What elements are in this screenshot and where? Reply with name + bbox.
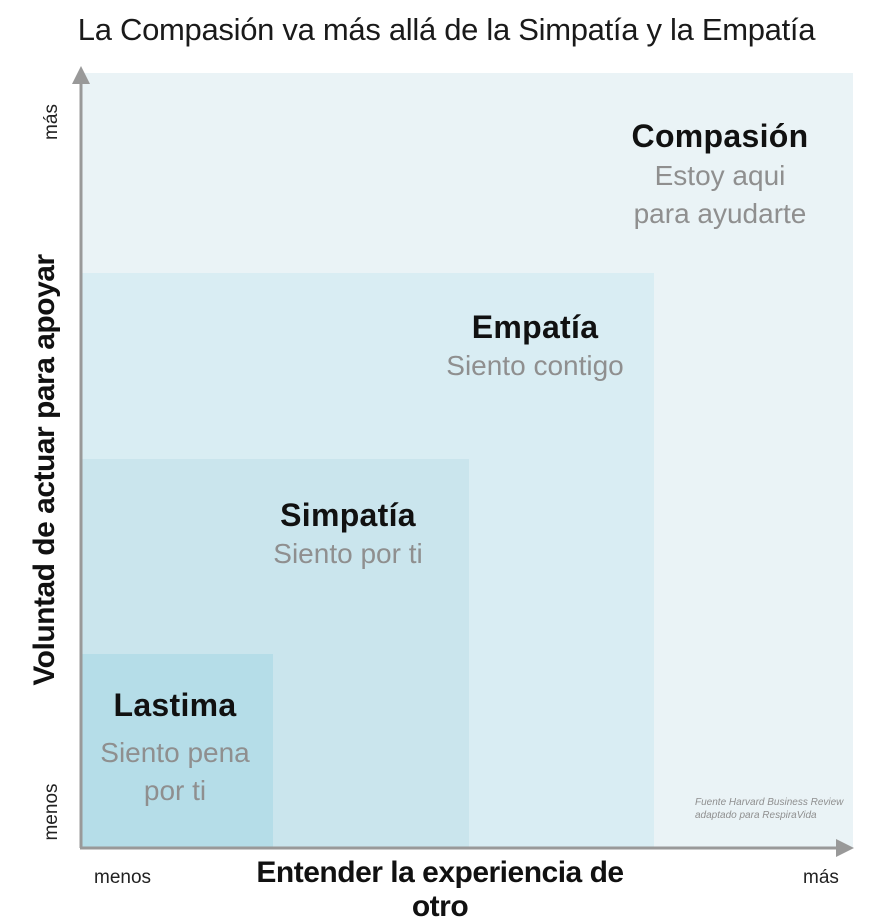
y-axis-high-tick: más [41, 104, 62, 140]
empatia-description-line: Siento contigo [446, 350, 624, 381]
lastima-description: Siento pena por ti [82, 734, 268, 810]
compasion-label: Compasión [631, 118, 809, 154]
y-axis-low-tick: menos [41, 783, 62, 841]
compasion-description-line: para ayudarte [633, 198, 807, 229]
x-axis-low-tick: menos [94, 867, 152, 888]
x-axis-arrow [836, 839, 854, 857]
simpatia-description-line: Siento por ti [273, 538, 423, 569]
compasion-description: Estoy aqui para ayudarte [600, 157, 840, 233]
source-line: Fuente Harvard Business Review [695, 797, 844, 808]
empatia-description: Siento contigo [420, 347, 650, 385]
source-line: adaptado para RespiraVida [695, 810, 817, 821]
y-axis-label: Voluntad de actuar para apoyar [28, 254, 61, 686]
y-axis-arrow [72, 66, 90, 84]
lastima-description-line: Siento pena [100, 737, 250, 768]
empatia-label: Empatía [471, 309, 599, 345]
lastima-label: Lastima [113, 687, 237, 723]
diagram-title: La Compasión va más allá de la Simpatía … [77, 12, 816, 47]
compasion-description-line: Estoy aqui [654, 160, 786, 191]
lastima-region [82, 654, 273, 848]
x-axis-label: Entender la experiencia de otro [256, 856, 624, 923]
lastima-description-line: por ti [143, 775, 207, 806]
source-note: Fuente Harvard Business Review adaptado … [695, 796, 845, 822]
simpatia-label: Simpatía [280, 497, 416, 533]
simpatia-description: Siento por ti [232, 535, 464, 573]
x-axis-high-tick: más [803, 867, 839, 888]
